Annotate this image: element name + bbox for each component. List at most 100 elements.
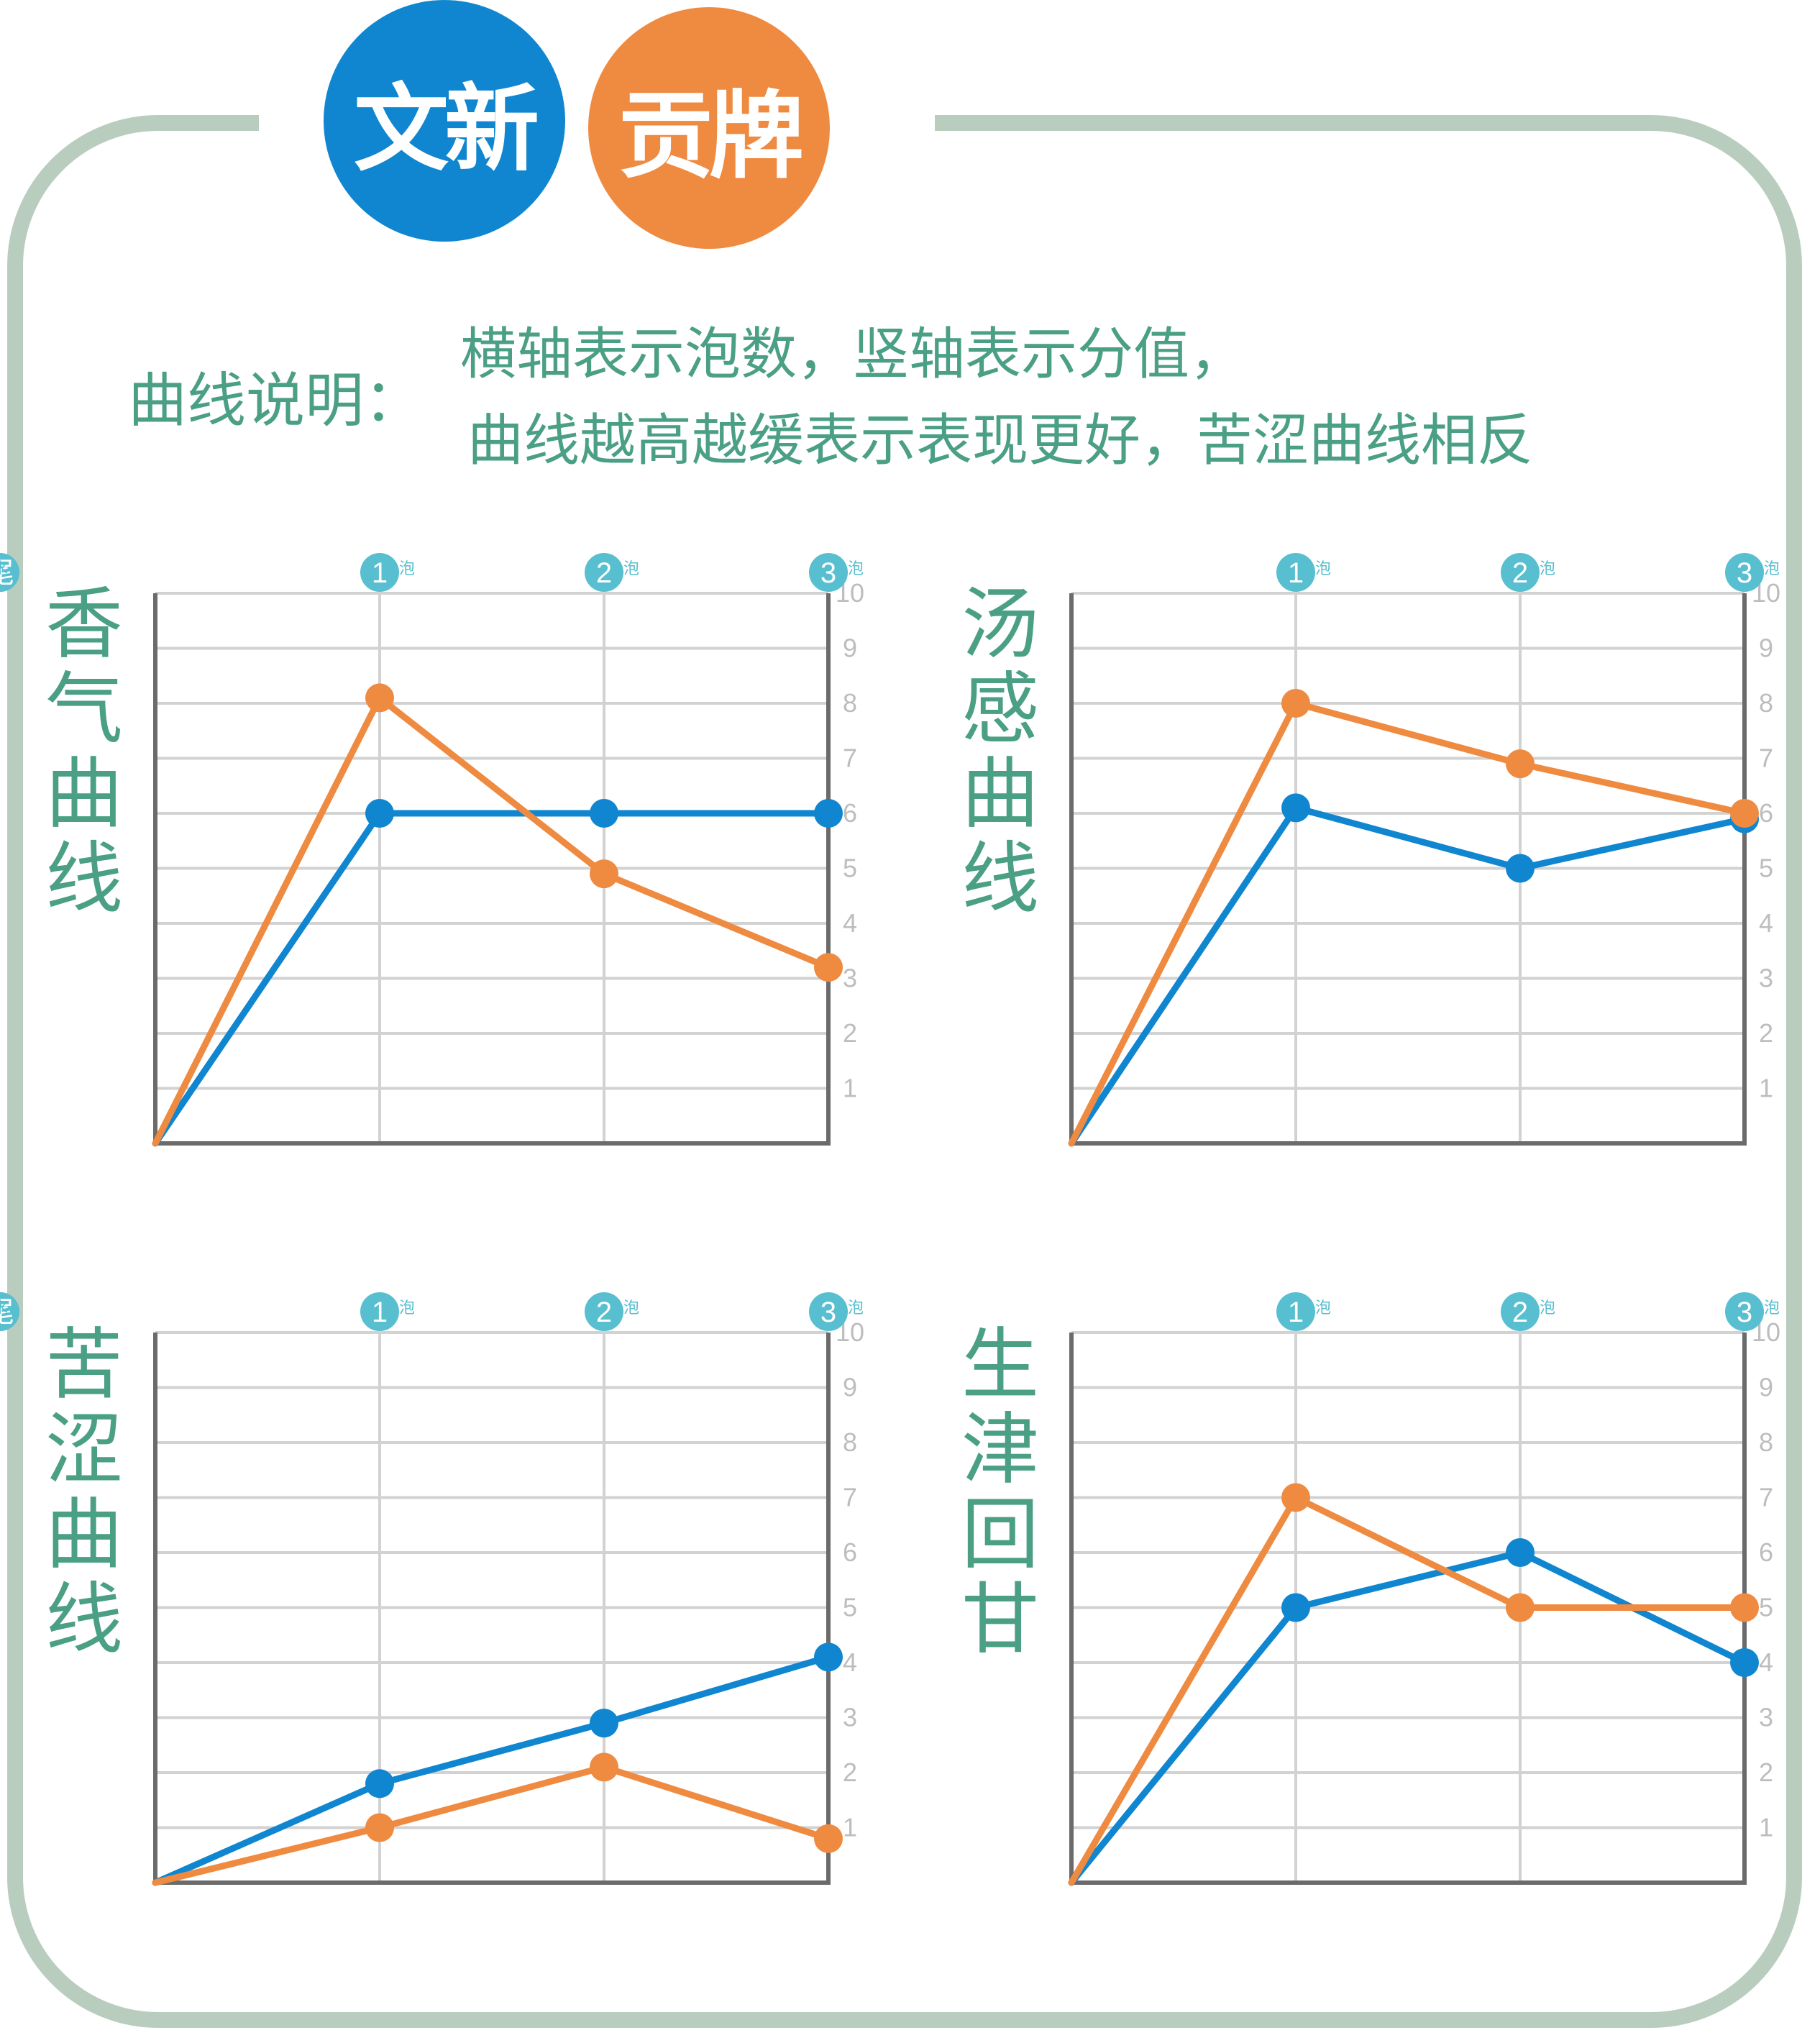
mouthfeel-series-0-point — [1281, 793, 1310, 823]
chart-title-aftertaste: 生津回甘 — [961, 1320, 1039, 1665]
bitterness-x-tick-badge — [585, 1292, 623, 1331]
bitterness-x-tick-suffix: 泡 — [399, 1299, 415, 1317]
aftertaste-y-tick-label: 9 — [1759, 1373, 1773, 1402]
bitterness-series-0-point — [365, 1769, 394, 1799]
brand-part2: 贡牌 — [618, 81, 804, 192]
mouthfeel-y-tick-label: 1 — [1759, 1074, 1773, 1103]
aroma-y-tick-label: 2 — [843, 1018, 857, 1048]
aftertaste-x-tick-label: 3 — [1737, 1297, 1752, 1328]
mouthfeel-y-tick-label: 8 — [1759, 688, 1773, 718]
brand-part1: 文新 — [354, 73, 539, 185]
mouthfeel-series-1-line — [1068, 700, 1748, 1147]
mouthfeel-x-tick-suffix: 泡 — [1764, 560, 1780, 578]
mouthfeel-y-tick-label: 3 — [1759, 964, 1773, 993]
aftertaste-x-tick-label: 2 — [1512, 1297, 1528, 1328]
aroma-y-tick-label: 7 — [843, 744, 857, 773]
bitterness-series-1-point — [365, 1813, 394, 1842]
bitterness-x-tick-suffix: 泡 — [623, 1299, 639, 1317]
aroma-x-tick-suffix: 泡 — [399, 560, 415, 578]
aftertaste-y-tick-label: 8 — [1759, 1427, 1773, 1457]
aftertaste-x-tick-badge — [1725, 1292, 1764, 1331]
aftertaste-x-tick-label: 尾 — [0, 1297, 14, 1328]
aroma-series-0-line — [152, 810, 832, 1147]
mouthfeel-y-tick-label: 2 — [1759, 1018, 1773, 1048]
mouthfeel-x-tick-suffix: 泡 — [1315, 560, 1331, 578]
aftertaste-series-1-point — [1730, 1593, 1759, 1622]
mouthfeel-axis-frame — [1069, 593, 1747, 1146]
aroma-y-tick-label: 8 — [843, 688, 857, 718]
mouthfeel-x-tick-badge — [1276, 553, 1315, 592]
mouthfeel-y-tick-label: 5 — [1759, 854, 1773, 883]
bitterness-y-tick-label: 7 — [843, 1483, 857, 1512]
bitterness-y-tick-label: 1 — [843, 1813, 857, 1842]
aroma-axis-frame — [153, 593, 831, 1146]
bitterness-x-tick-label: 2 — [596, 1297, 612, 1328]
mouthfeel-x-tick-label: 1 — [1288, 557, 1304, 589]
mouthfeel-x-tick-suffix: 水 — [0, 560, 8, 578]
bitterness-y-tick-label: 8 — [843, 1427, 857, 1457]
mouthfeel-series-0-point — [1506, 854, 1535, 883]
mouthfeel-y-tick-label: 4 — [1759, 908, 1773, 938]
aroma-y-tick-label: 1 — [843, 1074, 857, 1103]
aftertaste-series-1-point — [1506, 1593, 1535, 1622]
aroma-y-tick-label: 6 — [843, 798, 857, 828]
bitterness-x-tick-badge — [360, 1292, 399, 1331]
bitterness-y-tick-label: 3 — [843, 1703, 857, 1732]
aftertaste-series-1-line — [1068, 1494, 1748, 1886]
aroma-series-0-point — [814, 799, 843, 828]
aroma-y-tick-label: 5 — [843, 854, 857, 883]
mouthfeel-x-tick-label: 3 — [1737, 557, 1752, 589]
mouthfeel-x-tick-label: 尾 — [0, 557, 14, 589]
mouthfeel-series-1-point — [1730, 799, 1759, 828]
bitterness-y-tick-label: 2 — [843, 1758, 857, 1787]
aftertaste-series-0-point — [1730, 1648, 1759, 1677]
aroma-series-0-point — [365, 799, 394, 828]
aroma-y-tick-label: 3 — [843, 964, 857, 993]
aftertaste-x-tick-badge — [0, 1292, 19, 1331]
aftertaste-x-tick-suffix: 泡 — [1540, 1299, 1555, 1317]
bitterness-series-1-point — [590, 1752, 618, 1782]
bitterness-series-0-point — [590, 1709, 618, 1738]
aftertaste-y-tick-label: 5 — [1759, 1593, 1773, 1622]
aftertaste-x-tick-suffix: 泡 — [1315, 1299, 1331, 1317]
mouthfeel-series-1-point — [1281, 689, 1310, 718]
mouthfeel-y-tick-label: 7 — [1759, 744, 1773, 773]
aftertaste-y-tick-label: 2 — [1759, 1758, 1773, 1787]
bitterness-axis-frame — [153, 1333, 831, 1885]
mouthfeel-x-tick-label: 2 — [1512, 557, 1528, 589]
chart-title-aroma: 香气曲线 — [45, 580, 123, 924]
aroma-x-tick-label: 2 — [596, 557, 612, 589]
aroma-y-tick-label: 4 — [843, 908, 857, 938]
aftertaste-x-tick-badge — [1276, 1292, 1315, 1331]
aroma-series-1-point — [590, 859, 618, 889]
mouthfeel-series-1-point — [1506, 749, 1535, 779]
aftertaste-y-tick-label: 6 — [1759, 1537, 1773, 1567]
aroma-x-tick-badge — [585, 553, 623, 592]
aftertaste-y-tick-label: 1 — [1759, 1813, 1773, 1842]
mouthfeel-x-tick-suffix: 泡 — [1540, 560, 1555, 578]
bitterness-series-0-point — [814, 1642, 843, 1672]
aroma-y-tick-label: 9 — [843, 634, 857, 663]
description-line-2: 曲线越高越缓表示表现更好，苦涩曲线相反 — [467, 408, 1534, 473]
aftertaste-series-1-point — [1281, 1483, 1310, 1512]
mouthfeel-x-tick-badge — [0, 553, 19, 592]
aroma-series-1-point — [814, 953, 843, 982]
mouthfeel-x-tick-badge — [1501, 553, 1540, 592]
bitterness-series-1-line — [152, 1763, 832, 1886]
aroma-x-tick-badge — [809, 553, 848, 592]
aroma-series-0-point — [590, 799, 618, 828]
mouthfeel-y-tick-label: 6 — [1759, 798, 1773, 828]
description-label: 曲线说明： — [128, 367, 424, 435]
aroma-series-1-point — [365, 683, 394, 713]
brand-badge-orange: 贡牌 — [588, 7, 830, 249]
aftertaste-series-0-point — [1281, 1593, 1310, 1622]
aftertaste-y-tick-label: 3 — [1759, 1703, 1773, 1732]
aftertaste-y-tick-label: 4 — [1759, 1647, 1773, 1677]
chart-title-mouthfeel: 汤感曲线 — [961, 580, 1039, 924]
brand-badge-blue: 文新 — [324, 0, 565, 242]
bitterness-x-tick-label: 1 — [372, 1297, 388, 1328]
aroma-x-tick-badge — [360, 553, 399, 592]
aroma-x-tick-label: 1 — [372, 557, 388, 589]
bitterness-y-tick-label: 4 — [843, 1647, 857, 1677]
